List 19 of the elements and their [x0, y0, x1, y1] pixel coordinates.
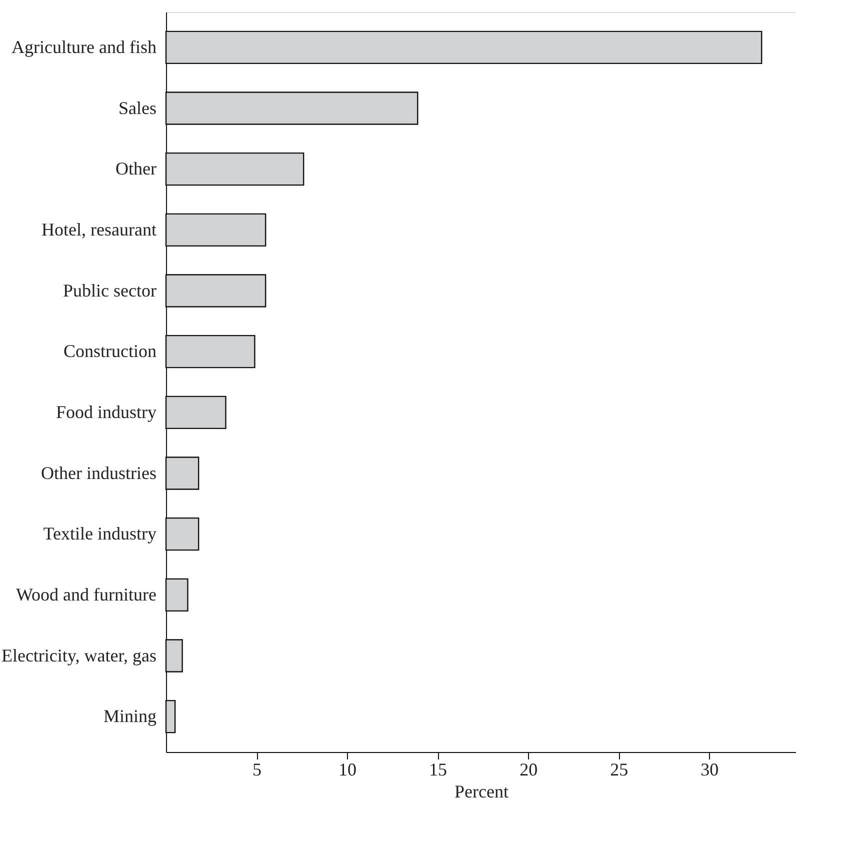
y-tick-label: Other — [116, 158, 157, 179]
y-tick-label: Hotel, resaurant — [42, 219, 156, 240]
y-tick-label: Wood and furniture — [16, 584, 157, 604]
y-tick-label: Electricity, water, gas — [1, 645, 156, 666]
y-tick-label: Agriculture and fish — [12, 36, 156, 57]
x-tick-label: 25 — [610, 760, 628, 780]
y-tick-label: Other industries — [41, 462, 156, 483]
y-tick-label: Sales — [118, 98, 156, 118]
x-tick-label: 15 — [429, 760, 448, 780]
x-tick-label: 5 — [252, 760, 262, 780]
y-tick-label: Construction — [64, 341, 156, 362]
y-tick-label: Mining — [103, 706, 156, 726]
y-tick-label: Textile industry — [43, 524, 156, 544]
x-tick-label: 20 — [520, 760, 538, 780]
x-tick-label: 10 — [338, 760, 357, 780]
x-axis-title: Percent — [454, 782, 508, 802]
x-tick-label: 30 — [700, 760, 719, 780]
y-tick-label: Public sector — [63, 280, 156, 300]
y-tick-label: Food industry — [56, 402, 156, 422]
